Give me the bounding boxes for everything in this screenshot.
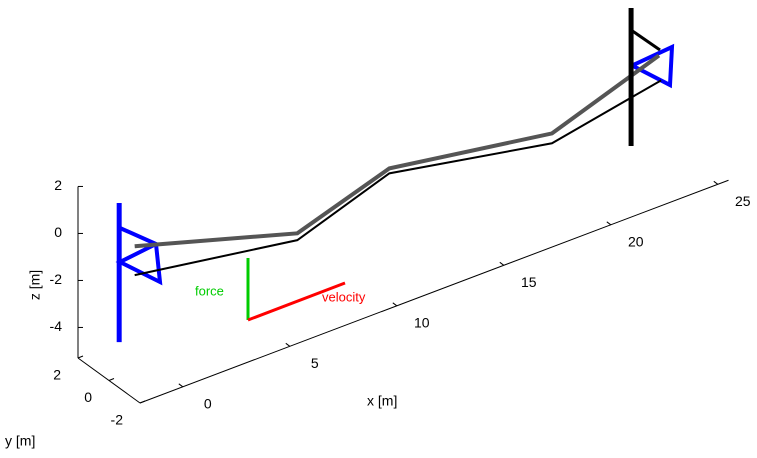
chart: 20-2-420-22520151050 force velocity x [m… <box>0 0 757 458</box>
y-axis-label: y [m] <box>5 433 35 449</box>
x-tick-label: 20 <box>628 234 644 250</box>
x-axis-label: x [m] <box>367 393 397 409</box>
x-tick <box>393 303 397 306</box>
z-tick-label: 2 <box>54 177 62 193</box>
x-axis <box>140 180 729 403</box>
x-tick-label: 25 <box>735 193 751 209</box>
x-tick-label: 5 <box>311 355 319 371</box>
z-tick-label: -4 <box>50 318 63 334</box>
y-tick-label: 2 <box>53 367 61 383</box>
x-tick <box>714 181 718 184</box>
page: {"chart_data": { "type": "line3d", "xlab… <box>0 0 757 458</box>
y-tick <box>109 379 114 381</box>
force-label: force <box>195 283 224 298</box>
x-tick <box>286 343 290 346</box>
z-tick-label: -2 <box>50 271 63 287</box>
x-tick-label: 15 <box>521 274 537 290</box>
x-tick-label: 10 <box>414 315 430 331</box>
velocity-label: velocity <box>322 289 366 304</box>
z-tick-label: 0 <box>54 224 62 240</box>
insulators <box>120 30 672 282</box>
x-tick <box>179 384 183 387</box>
right-insulator <box>631 47 672 85</box>
x-tick <box>500 262 504 265</box>
right-insulator-link <box>631 30 660 50</box>
y-tick <box>78 356 83 358</box>
z-axis-label: z [m] <box>27 270 43 300</box>
y-tick-label: -2 <box>111 412 124 428</box>
y-tick-label: 0 <box>84 389 92 405</box>
series-line <box>135 56 659 247</box>
x-tick-label: 0 <box>204 396 212 412</box>
x-tick <box>607 222 611 225</box>
